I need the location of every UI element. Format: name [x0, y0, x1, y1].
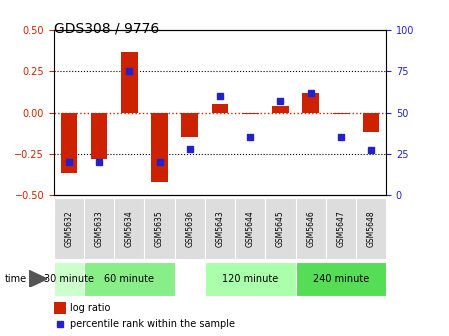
Bar: [84, 198, 114, 259]
Bar: [205, 262, 295, 296]
Text: GSM5633: GSM5633: [95, 210, 104, 247]
Bar: [151, 113, 168, 182]
Text: GSM5647: GSM5647: [336, 210, 345, 247]
Bar: [235, 198, 265, 259]
Bar: [302, 93, 319, 113]
Bar: [114, 198, 145, 259]
Bar: [175, 198, 205, 259]
Text: 30 minute: 30 minute: [44, 274, 94, 284]
Bar: [91, 113, 107, 159]
Bar: [265, 198, 295, 259]
Text: GSM5643: GSM5643: [216, 210, 224, 247]
Text: GDS308 / 9776: GDS308 / 9776: [54, 22, 159, 36]
Bar: [54, 262, 84, 296]
Text: GSM5634: GSM5634: [125, 210, 134, 247]
Text: time: time: [4, 274, 26, 284]
Bar: [54, 302, 66, 314]
Bar: [54, 198, 84, 259]
Bar: [181, 113, 198, 137]
Bar: [121, 52, 138, 113]
Text: GSM5646: GSM5646: [306, 210, 315, 247]
Bar: [272, 106, 289, 113]
Bar: [295, 262, 386, 296]
Text: 120 minute: 120 minute: [222, 274, 278, 284]
Bar: [356, 198, 386, 259]
Text: GSM5645: GSM5645: [276, 210, 285, 247]
Text: GSM5632: GSM5632: [65, 210, 74, 247]
Text: percentile rank within the sample: percentile rank within the sample: [70, 319, 235, 329]
Text: GSM5636: GSM5636: [185, 210, 194, 247]
Text: 240 minute: 240 minute: [313, 274, 369, 284]
Text: GSM5644: GSM5644: [246, 210, 255, 247]
Bar: [84, 262, 175, 296]
Text: GSM5635: GSM5635: [155, 210, 164, 247]
Text: 60 minute: 60 minute: [105, 274, 154, 284]
Bar: [326, 198, 356, 259]
Bar: [212, 104, 228, 113]
Bar: [363, 113, 379, 132]
Bar: [145, 198, 175, 259]
Text: log ratio: log ratio: [70, 303, 111, 313]
Bar: [295, 198, 326, 259]
Bar: [205, 198, 235, 259]
Polygon shape: [29, 270, 47, 287]
Bar: [333, 113, 349, 114]
Bar: [61, 113, 77, 173]
Text: GSM5648: GSM5648: [366, 210, 375, 247]
Bar: [242, 113, 259, 114]
